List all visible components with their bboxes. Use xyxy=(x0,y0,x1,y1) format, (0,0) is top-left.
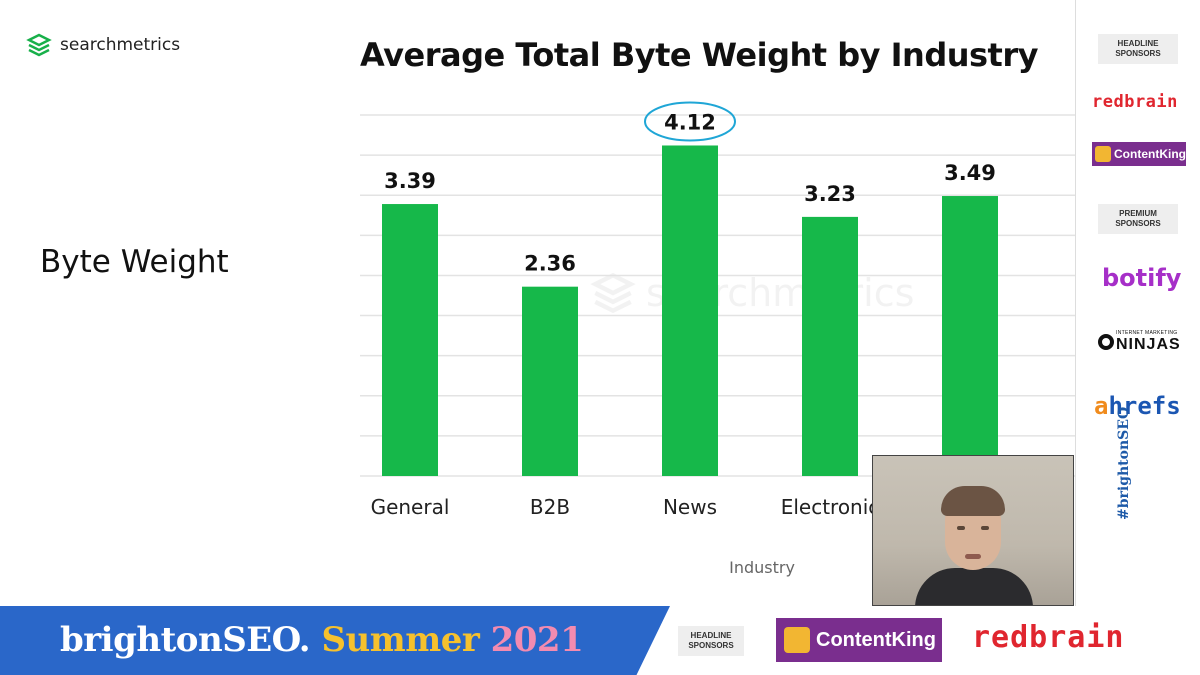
crown-icon xyxy=(1095,146,1111,162)
slide-heading: Byte Weight xyxy=(40,244,229,280)
event-year: 2021 xyxy=(490,620,584,660)
bar xyxy=(522,286,578,476)
watermark-icon xyxy=(590,272,636,314)
ninjas-wordmark: NINJAS xyxy=(1116,336,1181,353)
ahrefs-rest: hrefs xyxy=(1108,392,1181,420)
data-label: 4.12 xyxy=(664,110,716,134)
contentking-logo: ContentKing xyxy=(1092,142,1186,166)
category-label: Electronic xyxy=(781,495,880,519)
presentation-slide: searchmetrics Average Total Byte Weight … xyxy=(26,32,1075,577)
speaker-hair xyxy=(941,486,1005,516)
searchmetrics-logo: searchmetrics xyxy=(26,32,180,58)
ninjas-tagline: INTERNET MARKETING xyxy=(1116,330,1178,336)
ahrefs-a: a xyxy=(1094,392,1109,420)
chart-title: Average Total Byte Weight by Industry xyxy=(360,36,1038,74)
bar xyxy=(802,216,858,476)
searchmetrics-logo-icon xyxy=(26,33,52,57)
ninjas-logo: INTERNET MARKETING NINJAS xyxy=(1098,330,1181,354)
bar xyxy=(662,145,718,476)
banner-contentking-logo: ContentKing xyxy=(776,618,942,662)
category-label: B2B xyxy=(530,495,570,519)
crown-icon xyxy=(784,627,810,653)
bottom-banner: brightonSEO. Summer 2021 HEADLINE SPONSO… xyxy=(0,606,1200,675)
highlight-circle xyxy=(644,101,736,142)
sponsor-sidebar: HEADLINE SPONSORS redbrain ContentKing P… xyxy=(1075,0,1200,606)
logo-text: searchmetrics xyxy=(60,35,181,55)
botify-logo: botify xyxy=(1102,264,1182,292)
speaker-eye xyxy=(981,526,989,530)
banner-redbrain-logo: redbrain xyxy=(972,620,1125,655)
data-label: 3.23 xyxy=(804,182,856,206)
bar xyxy=(382,204,438,476)
speaker-eye xyxy=(957,526,965,530)
banner-blue-panel xyxy=(0,606,670,675)
x-axis-label: Industry xyxy=(729,558,795,577)
data-label: 3.49 xyxy=(944,161,996,185)
ahrefs-logo: ahrefs xyxy=(1094,392,1181,420)
webcam-feed xyxy=(872,455,1074,606)
contentking-text: ContentKing xyxy=(1114,147,1186,161)
event-title: brightonSEO. Summer 2021 xyxy=(60,620,584,660)
redbrain-logo: redbrain xyxy=(1092,92,1178,112)
brightonseo-hashtag: #brightonSEO xyxy=(1116,406,1132,520)
headline-sponsors-label: HEADLINE SPONSORS xyxy=(1098,34,1178,64)
event-brand: brightonSEO. xyxy=(60,620,311,660)
ninjas-circle-icon xyxy=(1098,334,1114,350)
data-label: 2.36 xyxy=(524,252,576,276)
bar-chart: 3.39 General 2.36 B2B 4.12 News 3.23 Electronic… xyxy=(360,101,1075,577)
banner-contentking-text: ContentKing xyxy=(816,628,936,651)
data-label: 3.39 xyxy=(384,169,436,193)
category-label: General xyxy=(371,495,450,519)
banner-headline-sponsors-label: HEADLINE SPONSORS xyxy=(678,626,744,656)
event-season: Summer xyxy=(321,620,480,660)
category-label: News xyxy=(663,495,717,519)
speaker-body xyxy=(915,568,1033,605)
speaker-mouth xyxy=(965,554,981,559)
bar xyxy=(942,196,998,476)
premium-sponsors-label: PREMIUM SPONSORS xyxy=(1098,204,1178,234)
